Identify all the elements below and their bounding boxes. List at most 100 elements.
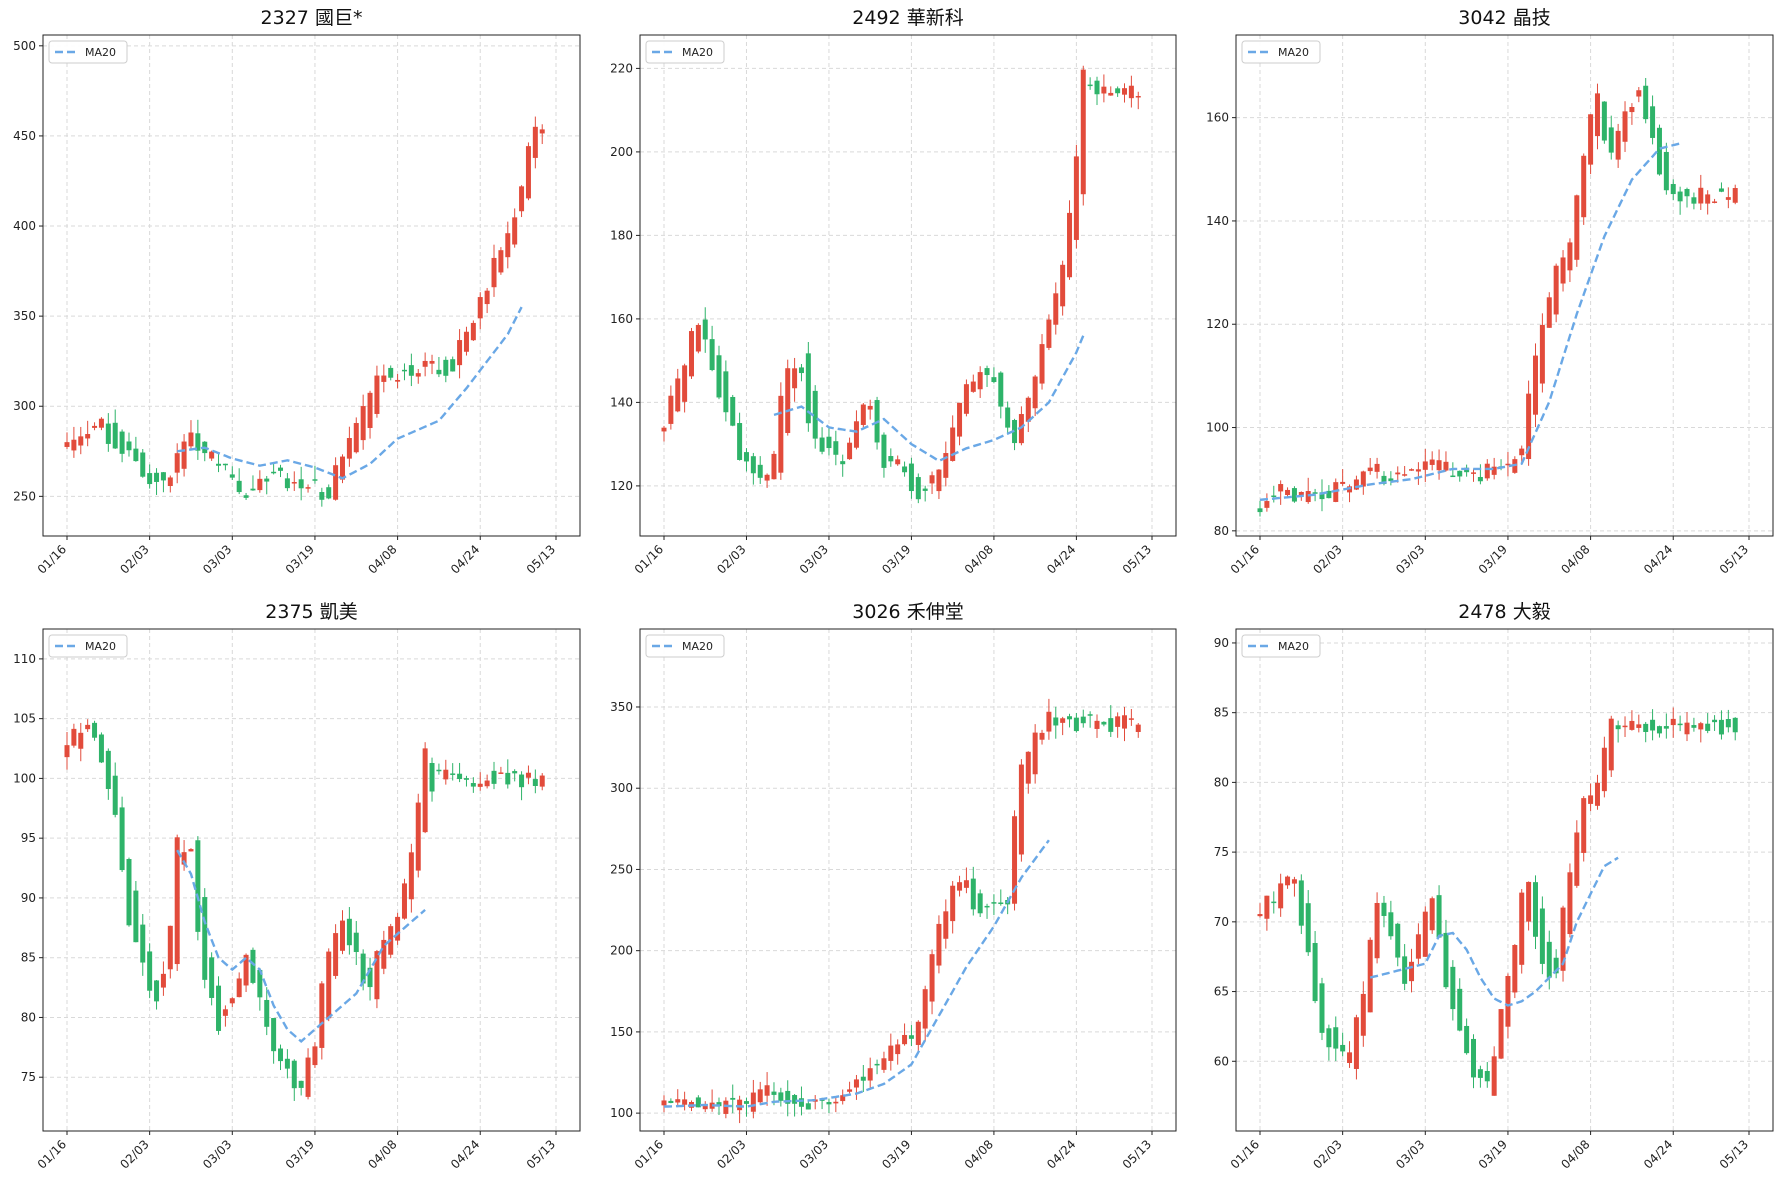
candle-body [730,1097,736,1100]
candle-body [922,989,928,1029]
candle-body [1691,725,1697,728]
candle-body [92,722,98,738]
candle-body [695,1097,701,1108]
x-tick-label: 04/24 [448,542,482,576]
x-tick-label: 04/24 [1044,1137,1078,1171]
x-tick-label: 03/03 [200,1137,234,1171]
candle-body [1698,723,1704,730]
candle-body [271,471,277,474]
candles [64,116,545,507]
candle-body [360,953,366,984]
candle-body [216,463,222,466]
x-tick-label: 02/03 [714,542,748,576]
candle-body [64,745,70,758]
candle-body [408,365,414,376]
candle-body [908,463,914,492]
y-tick-label: 140 [610,395,633,409]
candle-body [140,924,146,963]
candle-body [977,372,983,390]
candle-body [1101,86,1107,94]
candle-body [1436,460,1442,471]
candle-body [401,883,407,919]
y-tick-label: 500 [13,39,36,53]
candle-body [360,406,366,441]
candle-body [1663,726,1669,729]
candle-body [881,434,887,468]
candle-body [661,1100,667,1106]
plot-frame [639,34,1177,537]
candle-body [195,433,201,451]
candle-body [1264,895,1270,919]
candle-body [443,359,449,376]
x-tick-label: 03/03 [1393,1137,1427,1171]
candle-body [970,878,976,910]
candle-body [222,1009,228,1016]
x-tick-label: 03/19 [1476,542,1510,576]
candle-body [443,769,449,780]
candle-body [243,954,249,986]
candle-body [702,1105,708,1110]
candle-body [305,1057,311,1097]
candle-body [957,402,963,437]
candle-body [532,779,538,786]
candle-body [1257,914,1263,917]
candle-body [484,290,490,305]
candle-body [408,852,414,900]
candle-body [339,920,345,951]
candle-body [1298,491,1304,496]
x-tick-label: 03/03 [1393,542,1427,576]
x-tick-label: 04/08 [365,1137,399,1171]
candle-body [1601,747,1607,792]
candle-body [819,437,825,452]
x-tick-label: 05/13 [1717,542,1751,576]
candle-body [1594,93,1600,137]
candle-body [401,369,407,372]
candle-body [278,1048,284,1062]
candle-body [505,233,511,258]
candle-body [381,375,387,382]
candle-body [853,1079,859,1088]
candle-body [284,478,290,489]
candle-body [853,421,859,448]
candle-body [1526,393,1532,460]
candle-body [353,423,359,453]
legend: MA20 [645,40,725,64]
x-tick-label: 02/03 [117,542,151,576]
candle-body [998,372,1004,407]
legend: MA20 [1241,634,1321,658]
x-tick-label: 04/08 [1558,1137,1592,1171]
x-tick-label: 03/19 [1476,1137,1510,1171]
legend: MA20 [645,634,725,658]
y-tick-label: 140 [1206,214,1229,228]
candle-body [1581,155,1587,218]
candle-body [1278,883,1284,909]
candle-body [1135,95,1141,98]
candle-body [154,980,160,1002]
candle-body [470,322,476,341]
candle-body [702,319,708,340]
candle-body [98,734,104,763]
candle-body [1450,966,1456,1010]
candle-body [367,967,373,988]
candle-body [1005,407,1011,428]
y-tick-label: 300 [610,781,633,795]
candle-body [1594,782,1600,806]
candle-body [1094,80,1100,95]
candle-body [1443,461,1449,471]
candle-body [1732,717,1738,733]
chart-title: 2492 華新科 [852,7,963,29]
legend-ma20-label: MA20 [85,46,116,59]
candle-body [519,186,525,212]
chart-title: 3042 晶技 [1458,7,1550,29]
y-tick-label: 100 [610,1106,633,1120]
candle-body [750,1092,756,1112]
candle-body [1636,724,1642,728]
x-tick-label: 04/24 [1044,542,1078,576]
candle-body [1725,197,1731,200]
candle-body [126,859,132,926]
candle-body [202,897,208,980]
candle-body [737,1099,743,1111]
candle-body [388,367,394,378]
candle-body [1409,961,1415,982]
x-tick-label: 04/24 [448,1137,482,1171]
